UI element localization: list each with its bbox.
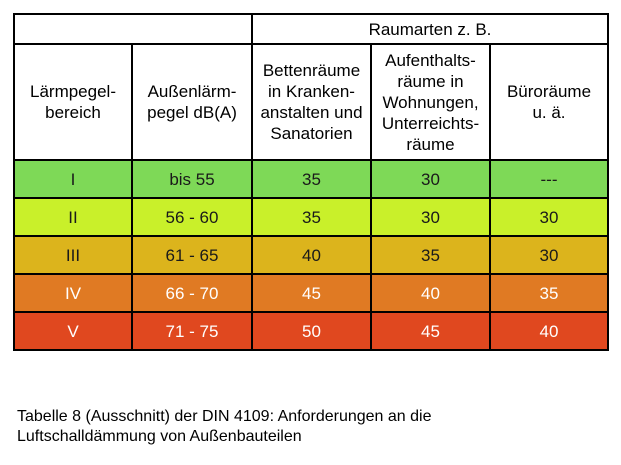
cell-bettenraeume: 50	[251, 311, 372, 351]
cell-aufenthaltsraeume: 45	[370, 311, 491, 351]
caption-line-1: Tabelle 8 (Ausschnitt) der DIN 4109: Anf…	[17, 408, 432, 425]
cell-bettenraeume: 45	[251, 273, 372, 313]
cell-aufenthaltsraeume: 30	[370, 197, 491, 237]
cell-bettenraeume: 40	[251, 235, 372, 275]
cell-bueroraeume: ---	[489, 159, 609, 199]
cell-aussenpegel: bis 55	[131, 159, 253, 199]
table-caption: Tabelle 8 (Ausschnitt) der DIN 4109: Anf…	[17, 407, 431, 447]
group-header-raumarten: Raumarten z. B.	[251, 13, 609, 45]
cell-aussenpegel: 71 - 75	[131, 311, 253, 351]
cell-bereich: II	[13, 197, 133, 237]
cell-aufenthaltsraeume: 40	[370, 273, 491, 313]
empty-header-cell	[13, 13, 253, 45]
header-bettenraeume: Bettenräume in Kranken- anstalten und Sa…	[251, 43, 372, 161]
header-bueroraeume: Büroräume u. ä.	[489, 43, 609, 161]
cell-aussenpegel: 56 - 60	[131, 197, 253, 237]
table-row: IV 66 - 70 45 40 35	[13, 273, 609, 313]
cell-bereich: IV	[13, 273, 133, 313]
cell-bueroraeume: 35	[489, 273, 609, 313]
group-header-row: Raumarten z. B.	[13, 13, 609, 45]
table-row: V 71 - 75 50 45 40	[13, 311, 609, 351]
table-row: II 56 - 60 35 30 30	[13, 197, 609, 237]
cell-bereich: III	[13, 235, 133, 275]
cell-aussenpegel: 66 - 70	[131, 273, 253, 313]
caption-line-2: Luftschalldämmung von Außenbauteilen	[17, 428, 302, 445]
header-laermpegelbereich: Lärmpegel- bereich	[13, 43, 133, 161]
din-4109-table: Raumarten z. B. Lärmpegel- bereich Außen…	[13, 13, 609, 351]
cell-bereich: V	[13, 311, 133, 351]
cell-bettenraeume: 35	[251, 197, 372, 237]
cell-bettenraeume: 35	[251, 159, 372, 199]
cell-aussenpegel: 61 - 65	[131, 235, 253, 275]
cell-aufenthaltsraeume: 35	[370, 235, 491, 275]
header-aussenlaermpegel: Außenlärm- pegel dB(A)	[131, 43, 253, 161]
cell-bueroraeume: 30	[489, 197, 609, 237]
cell-aufenthaltsraeume: 30	[370, 159, 491, 199]
cell-bueroraeume: 40	[489, 311, 609, 351]
column-header-row: Lärmpegel- bereich Außenlärm- pegel dB(A…	[13, 43, 609, 161]
table-row: III 61 - 65 40 35 30	[13, 235, 609, 275]
header-aufenthaltsraeume: Aufenthalts- räume in Wohnungen, Unterre…	[370, 43, 491, 161]
table-row: I bis 55 35 30 ---	[13, 159, 609, 199]
cell-bereich: I	[13, 159, 133, 199]
cell-bueroraeume: 30	[489, 235, 609, 275]
